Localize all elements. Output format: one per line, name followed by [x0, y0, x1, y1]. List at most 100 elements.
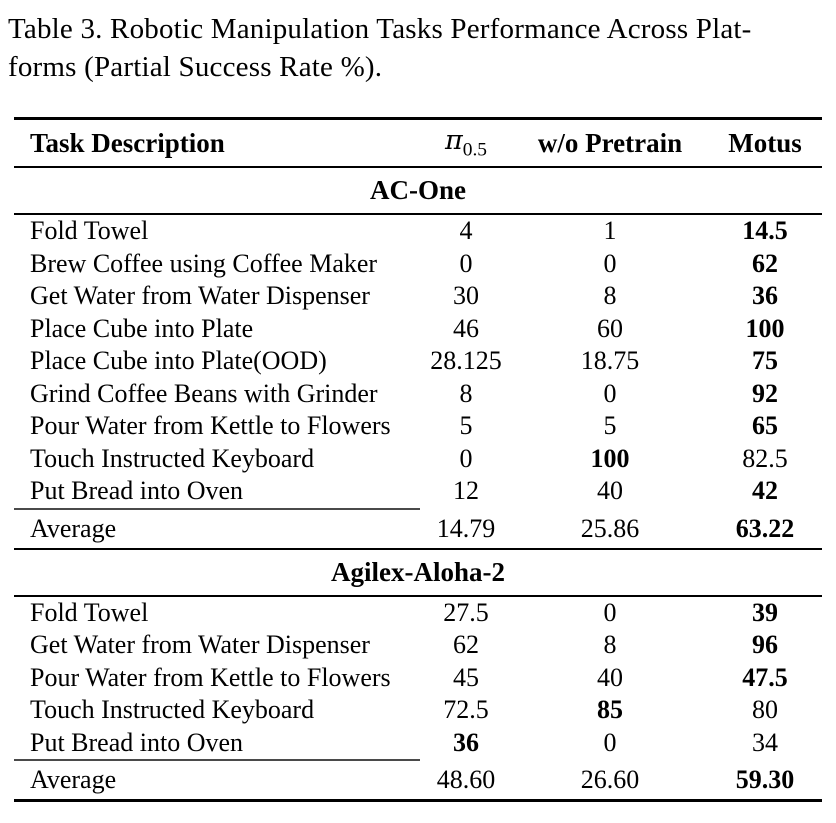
caption-line-2: forms (Partial Success Rate %). [8, 51, 383, 83]
value-cell: 0 [603, 727, 617, 757]
value-cell: 62 [752, 248, 778, 278]
value-cell: 4 [459, 216, 473, 246]
value-cell: 100 [590, 443, 630, 473]
table-row: Touch Instructed Keyboard 0 100 82.5 [14, 443, 822, 476]
table-row: Grind Coffee Beans with Grinder 8 0 92 [14, 378, 822, 411]
value-cell: 82.5 [742, 443, 788, 473]
table-row: Put Bread into Oven 36 0 34 [14, 727, 822, 760]
table-row: Put Bread into Oven 12 40 42 [14, 475, 822, 508]
task-description-cell: Brew Coffee using Coffee Maker [30, 248, 378, 278]
table-caption: Table 3. Robotic Manipulation Tasks Perf… [8, 10, 836, 86]
value-cell: 0 [459, 443, 473, 473]
section-body-ac-one: Fold Towel 4 1 14.5 Brew Coffee using Coffee… [14, 215, 822, 548]
table-row: Fold Towel 4 1 14.5 [14, 215, 822, 248]
value-cell: 26.60 [580, 765, 640, 794]
value-cell: 62 [453, 630, 479, 660]
value-cell: 60 [597, 313, 623, 343]
value-cell: 46 [453, 313, 479, 343]
table-row: Pour Water from Kettle to Flowers 45 40 47.… [14, 662, 822, 695]
value-cell: 27.5 [443, 597, 489, 627]
value-cell: 30 [453, 281, 479, 311]
task-description-cell: Pour Water from Kettle to Flowers [30, 411, 391, 441]
value-cell: 48.60 [436, 765, 496, 794]
value-cell: 1 [603, 216, 617, 246]
task-description-cell: Grind Coffee Beans with Grinder [30, 378, 378, 408]
col-header-motus: Motus [728, 127, 802, 158]
table-row: Touch Instructed Keyboard 72.5 85 80 [14, 694, 822, 727]
average-row: Average 48.60 26.60 59.30 [14, 761, 822, 799]
caption-line-1: Table 3. Robotic Manipulation Tasks Perf… [8, 13, 752, 45]
col-header-wo-pretrain: w/o Pretrain [537, 127, 683, 158]
value-cell: 0 [459, 248, 473, 278]
table-top-rule [14, 117, 822, 120]
table-row: Place Cube into Plate 46 60 100 [14, 313, 822, 346]
task-description-cell: Fold Towel [30, 597, 149, 627]
section-1-rule [14, 213, 822, 215]
value-cell: 0 [603, 248, 617, 278]
task-description-cell: Put Bread into Oven [30, 476, 244, 506]
table-row: Get Water from Water Dispenser 30 8 36 [14, 280, 822, 313]
task-description-cell: Place Cube into Plate(OOD) [30, 346, 327, 376]
task-description-cell: Put Bread into Oven [30, 727, 244, 757]
value-cell: 47.5 [742, 662, 788, 692]
value-cell: 14.79 [436, 513, 496, 543]
task-description-cell: Fold Towel [30, 216, 149, 246]
value-cell: 40 [597, 476, 623, 506]
table-row: Pour Water from Kettle to Flowers 5 5 65 [14, 410, 822, 443]
section-title-ac-one: AC-One [370, 175, 466, 205]
value-cell: 96 [752, 630, 778, 660]
value-cell: 25.86 [580, 513, 640, 543]
task-description-cell: Average [30, 765, 117, 794]
task-description-cell: Get Water from Water Dispenser [30, 630, 370, 660]
value-cell: 40 [597, 662, 623, 692]
value-cell: 0 [603, 378, 617, 408]
value-cell: 45 [453, 662, 479, 692]
task-description-cell: Touch Instructed Keyboard [30, 695, 315, 725]
table-row: Get Water from Water Dispenser 62 8 96 [14, 629, 822, 662]
table-bottom-rule [14, 799, 822, 802]
value-cell: 100 [745, 313, 785, 343]
value-cell: 28.125 [430, 346, 502, 376]
section-title-agilex-aloha-2: Agilex-Aloha-2 [331, 556, 505, 587]
task-description-cell: Place Cube into Plate [30, 313, 254, 343]
table-row: Place Cube into Plate(OOD) 28.125 18.75 75 [14, 345, 822, 378]
value-cell: 14.5 [742, 216, 788, 246]
paper-page: Table 3. Robotic Manipulation Tasks Perf… [0, 10, 836, 802]
value-cell: 92 [752, 378, 778, 408]
value-cell: 36 [453, 727, 479, 757]
value-cell: 63.22 [735, 513, 795, 543]
header-row: Task Description π0.5 w/o Pretrain Motus [14, 120, 822, 166]
value-cell: 8 [603, 281, 617, 311]
value-cell: 59.30 [735, 765, 795, 794]
value-cell: 65 [752, 411, 778, 441]
value-cell: 8 [459, 378, 473, 408]
value-cell: 5 [603, 411, 617, 441]
value-cell: 8 [603, 630, 617, 660]
value-cell: 85 [597, 695, 623, 725]
section-2-rule [14, 594, 822, 597]
value-cell: 75 [752, 346, 778, 376]
average-separator-rule [14, 759, 420, 761]
results-table: Task Description π0.5 w/o Pretrain Motus… [14, 117, 822, 802]
task-description-cell: Touch Instructed Keyboard [30, 443, 315, 473]
value-cell: 34 [752, 727, 778, 757]
task-description-cell: Pour Water from Kettle to Flowers [30, 662, 391, 692]
header-bottom-rule [14, 166, 822, 168]
value-cell: 12 [453, 476, 479, 506]
table-row: Brew Coffee using Coffee Maker 0 0 62 [14, 248, 822, 281]
value-cell: 18.75 [580, 346, 640, 376]
value-cell: 0 [603, 597, 617, 627]
value-cell: 36 [752, 281, 778, 311]
col-header-pi-0-5: π0.5 [420, 125, 512, 161]
pi-symbol: π [444, 124, 463, 156]
task-description-cell: Average [30, 513, 117, 543]
section-body-agilex-aloha-2: Fold Towel 27.5 0 39 Get Water from Water Di… [14, 597, 822, 800]
table-row: Fold Towel 27.5 0 39 [14, 597, 822, 630]
value-cell: 72.5 [443, 695, 489, 725]
section-divider-rule [14, 547, 822, 550]
value-cell: 80 [752, 695, 778, 725]
value-cell: 42 [752, 476, 778, 506]
value-cell: 39 [752, 597, 778, 627]
col-header-task-description: Task Description [30, 127, 225, 158]
value-cell: 5 [459, 411, 473, 441]
